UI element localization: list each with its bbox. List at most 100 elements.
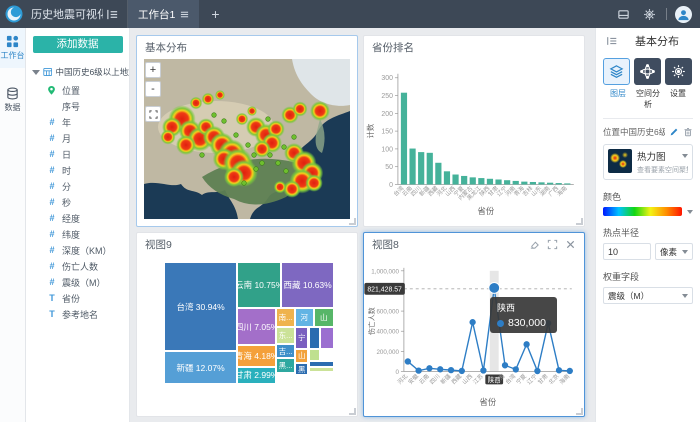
treemap-cell[interactable]: 青海 4.18% — [237, 344, 277, 367]
nav-workbench[interactable]: 工作台 — [0, 28, 25, 68]
number-field-icon: # — [49, 245, 55, 255]
text-field-icon: T — [49, 309, 55, 319]
map-view[interactable] — [144, 59, 350, 219]
clear-selection-icon[interactable] — [529, 239, 540, 250]
layer-type-selector[interactable]: 热力图 查看要素空间聚集情况 — [603, 144, 693, 180]
field-name: 年 — [62, 117, 72, 128]
treemap-cell[interactable] — [308, 360, 334, 367]
nav-rail: 工作台 数据 — [0, 28, 26, 422]
field-item[interactable]: # 分 — [26, 178, 129, 194]
expand-caret-icon[interactable] — [32, 69, 40, 75]
data-panel: 添加数据 中国历史6级以上地震(1) 位置序号#年#月#日#时#分#秒#经度#纬… — [26, 28, 130, 422]
field-item[interactable]: # 经度 — [26, 210, 129, 226]
field-item[interactable]: # 伤亡人数 — [26, 258, 129, 274]
fullscreen-icon[interactable] — [547, 239, 558, 250]
panel-bar-chart[interactable]: 省份排名 0 50 100 150 200 250 300 台湾 云南 四川 新疆 西藏 河北 山西 宁夏内… — [363, 35, 585, 227]
treemap-cell[interactable]: 甘肃 2.99% — [237, 366, 277, 384]
treemap-cell[interactable]: 河 — [294, 308, 314, 327]
weight-field-select[interactable]: 震级（M） — [603, 287, 693, 304]
add-tab-button[interactable]: + — [211, 6, 220, 22]
tab-spatial-label[interactable]: 空间分析 — [636, 89, 660, 109]
field-item[interactable]: 序号 — [26, 98, 129, 114]
treemap-cell[interactable] — [308, 366, 334, 372]
map-zoom-in-button[interactable]: + — [145, 62, 161, 78]
svg-text:300: 300 — [381, 75, 393, 82]
delete-trash-icon[interactable] — [683, 127, 693, 137]
panel-treemap[interactable]: 视图9 台湾 30.94% 新疆 12.07% 云南 10.75% 西藏 10.63%… — [136, 232, 358, 417]
panel-title: 视图9 — [145, 238, 172, 251]
nav-data[interactable]: 数据 — [0, 80, 25, 120]
treemap-cell[interactable]: 云南 10.75% — [237, 262, 282, 309]
number-field-icon: # — [49, 149, 55, 159]
svg-text:400,000: 400,000 — [376, 329, 399, 336]
treemap-cell[interactable] — [308, 348, 321, 361]
bar-chart: 050100150200250300台湾云南四川新疆西藏河北山西宁夏内蒙古黑龙江… — [365, 73, 574, 216]
field-item[interactable]: T 省份 — [26, 290, 129, 306]
treemap-cell[interactable]: 黑 — [294, 363, 309, 376]
field-item[interactable]: # 月 — [26, 130, 129, 146]
tab-workspace1[interactable]: 工作台1 — [128, 0, 200, 28]
heatmap-thumbnail — [608, 149, 632, 173]
tab-spatial-analysis[interactable] — [634, 58, 661, 85]
layer-name: 位置中国历史6级以... — [603, 127, 665, 137]
treemap-cell[interactable]: 南... — [276, 308, 295, 327]
gear-icon[interactable] — [640, 5, 658, 23]
map-extent-button[interactable] — [145, 106, 161, 122]
treemap-cell[interactable]: 西藏 10.63% — [281, 262, 334, 309]
chevron-down-icon[interactable] — [687, 209, 693, 214]
treemap-cell[interactable]: 台湾 30.94% — [164, 262, 238, 352]
field-item[interactable]: # 年 — [26, 114, 129, 130]
treemap-cell[interactable]: 山 — [313, 308, 334, 327]
add-data-button[interactable]: 添加数据 — [32, 36, 123, 53]
panel-title: 视图8 — [372, 238, 399, 251]
field-item[interactable]: # 震级（M） — [26, 274, 129, 290]
treemap-cell[interactable]: 山 — [294, 348, 309, 364]
treemap-cell[interactable] — [308, 326, 321, 349]
close-icon[interactable] — [565, 239, 576, 250]
resize-handle[interactable] — [576, 408, 583, 415]
treemap-cell[interactable]: 四川 7.05% — [237, 308, 277, 345]
tab-settings[interactable] — [665, 58, 692, 85]
resize-handle[interactable] — [349, 408, 356, 415]
svg-text:省份: 省份 — [477, 206, 494, 216]
chevron-down-icon — [682, 154, 688, 158]
tab-menu-icon[interactable] — [180, 10, 189, 19]
layer-type-label: 热力图 — [637, 152, 666, 163]
collapse-panel-icon[interactable] — [103, 5, 121, 23]
tab-layers[interactable] — [603, 58, 630, 85]
tab-layers-label[interactable]: 图层 — [610, 89, 626, 98]
treemap-cell[interactable]: 黑... — [276, 358, 295, 373]
field-item[interactable]: # 纬度 — [26, 226, 129, 242]
edit-pencil-icon[interactable] — [669, 127, 679, 137]
radius-unit-select[interactable]: 像素 — [655, 243, 693, 260]
layout-icon[interactable] — [614, 5, 632, 23]
tab-settings-label[interactable]: 设置 — [670, 89, 686, 98]
dataset-node[interactable]: 中国历史6级以上地震(1) — [32, 66, 129, 78]
tab-label: 工作台1 — [138, 8, 176, 21]
resize-handle[interactable] — [576, 218, 583, 225]
treemap-cell[interactable]: 吉... — [276, 343, 295, 359]
field-item[interactable]: T 参考地名 — [26, 306, 129, 322]
panel-line-chart[interactable]: 视图8 0200,000400,000600,000800,0001,000,0… — [363, 232, 585, 417]
field-item[interactable]: # 深度（KM） — [26, 242, 129, 258]
collapse-properties-icon[interactable] — [603, 32, 621, 50]
treemap-cell[interactable]: 东... — [276, 326, 295, 344]
field-item[interactable]: # 秒 — [26, 194, 129, 210]
weight-field-value: 震级（M） — [608, 290, 650, 301]
field-item[interactable]: # 时 — [26, 162, 129, 178]
panel-map[interactable]: 基本分布 + - — [136, 35, 358, 227]
treemap-cell[interactable]: 新疆 12.07% — [164, 351, 238, 384]
radius-input[interactable] — [603, 243, 651, 260]
map-zoom-out-button[interactable]: - — [145, 81, 161, 97]
treemap-cell[interactable]: 宁 — [294, 326, 309, 349]
resize-handle[interactable] — [349, 218, 356, 225]
treemap-cell[interactable] — [320, 326, 334, 349]
field-item[interactable]: 位置 — [26, 82, 129, 98]
user-avatar[interactable] — [675, 5, 692, 23]
spatial-analysis-icon — [640, 64, 655, 79]
color-ramp-picker[interactable] — [603, 207, 682, 216]
field-name: 经度 — [62, 213, 81, 224]
field-item[interactable]: # 日 — [26, 146, 129, 162]
heatmap-layer — [144, 59, 350, 219]
svg-text:0: 0 — [395, 369, 399, 376]
